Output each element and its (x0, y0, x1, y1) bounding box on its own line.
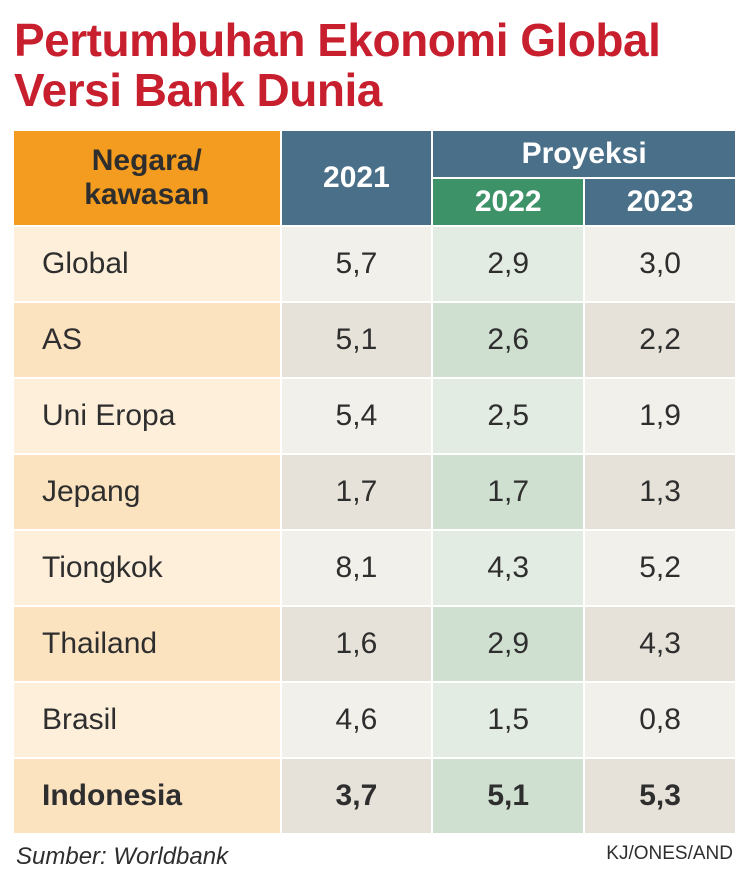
row-2021: 1,7 (281, 454, 433, 530)
row-name: AS (13, 302, 281, 378)
row-2022: 2,9 (432, 226, 584, 302)
table-row: Tiongkok8,14,35,2 (13, 530, 736, 606)
header-region: Negara/ kawasan (13, 130, 281, 226)
table-body: Global5,72,93,0AS5,12,62,2Uni Eropa5,42,… (13, 226, 736, 834)
row-2021: 4,6 (281, 682, 433, 758)
row-name: Indonesia (13, 758, 281, 834)
row-2021: 3,7 (281, 758, 433, 834)
row-2022: 2,6 (432, 302, 584, 378)
row-2022: 2,9 (432, 606, 584, 682)
table-row: Global5,72,93,0 (13, 226, 736, 302)
row-2021: 1,6 (281, 606, 433, 682)
row-2022: 1,7 (432, 454, 584, 530)
row-2023: 4,3 (584, 606, 736, 682)
row-2023: 2,2 (584, 302, 736, 378)
row-2023: 1,3 (584, 454, 736, 530)
table-row: Uni Eropa5,42,51,9 (13, 378, 736, 454)
chart-container: Pertumbuhan Ekonomi Global Versi Bank Du… (0, 0, 749, 881)
header-2022: 2022 (432, 178, 584, 226)
row-2021: 8,1 (281, 530, 433, 606)
row-2022: 4,3 (432, 530, 584, 606)
source-text: Sumber: Worldbank (16, 843, 228, 871)
row-name: Tiongkok (13, 530, 281, 606)
row-name: Thailand (13, 606, 281, 682)
row-2023: 1,9 (584, 378, 736, 454)
data-table: Negara/ kawasan 2021 Proyeksi 2022 2023 … (12, 129, 737, 835)
header-2021: 2021 (281, 130, 433, 226)
row-name: Jepang (13, 454, 281, 530)
row-2023: 0,8 (584, 682, 736, 758)
row-name: Brasil (13, 682, 281, 758)
table-row: Indonesia3,75,15,3 (13, 758, 736, 834)
table-row: AS5,12,62,2 (13, 302, 736, 378)
row-2023: 5,3 (584, 758, 736, 834)
table-head: Negara/ kawasan 2021 Proyeksi 2022 2023 (13, 130, 736, 226)
credit-text: KJ/ONES/AND (606, 843, 733, 865)
header-projection: Proyeksi (432, 130, 736, 178)
chart-title: Pertumbuhan Ekonomi Global Versi Bank Du… (14, 16, 737, 115)
header-2023: 2023 (584, 178, 736, 226)
row-name: Global (13, 226, 281, 302)
row-2022: 2,5 (432, 378, 584, 454)
row-2022: 5,1 (432, 758, 584, 834)
table-row: Thailand1,62,94,3 (13, 606, 736, 682)
row-2022: 1,5 (432, 682, 584, 758)
row-2023: 3,0 (584, 226, 736, 302)
chart-footer: Sumber: Worldbank KJ/ONES/AND (12, 843, 737, 871)
table-row: Jepang1,71,71,3 (13, 454, 736, 530)
row-name: Uni Eropa (13, 378, 281, 454)
row-2021: 5,1 (281, 302, 433, 378)
row-2021: 5,4 (281, 378, 433, 454)
row-2021: 5,7 (281, 226, 433, 302)
table-row: Brasil4,61,50,8 (13, 682, 736, 758)
row-2023: 5,2 (584, 530, 736, 606)
